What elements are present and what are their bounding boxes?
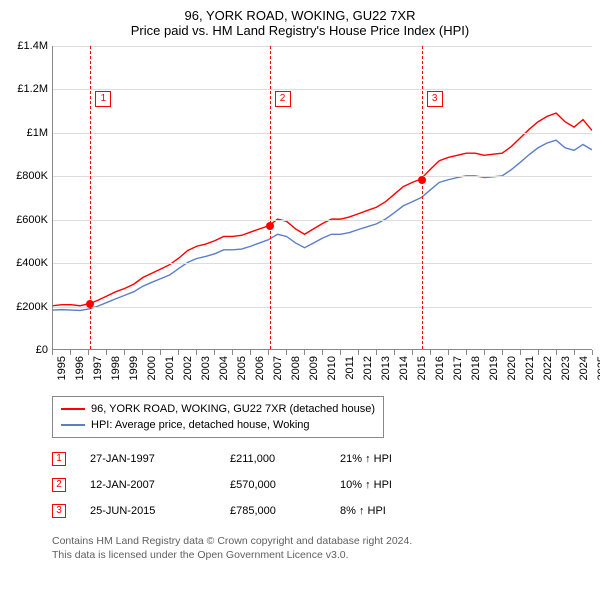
series-line xyxy=(53,140,592,310)
chart-title: 96, YORK ROAD, WOKING, GU22 7XR xyxy=(8,8,592,23)
x-axis-labels: 1995199619971998199920002001200220032004… xyxy=(52,350,592,386)
legend-item: 96, YORK ROAD, WOKING, GU22 7XR (detache… xyxy=(61,401,375,417)
sale-date: 12-JAN-2007 xyxy=(90,479,230,491)
sale-date: 27-JAN-1997 xyxy=(90,453,230,465)
sales-row: 2 12-JAN-2007£570,00010% ↑ HPI xyxy=(52,472,592,498)
legend-label: HPI: Average price, detached house, Woki… xyxy=(91,419,310,431)
sale-price: £570,000 xyxy=(230,479,340,491)
marker-vertical-line xyxy=(270,46,271,349)
y-axis-label: £0 xyxy=(8,344,48,356)
footer-line: This data is licensed under the Open Gov… xyxy=(52,548,592,562)
marker-vertical-line xyxy=(422,46,423,349)
sales-table: 1 27-JAN-1997£211,00021% ↑ HPI 2 12-JAN-200… xyxy=(52,446,592,524)
sales-row: 3 25-JUN-2015£785,0008% ↑ HPI xyxy=(52,498,592,524)
marker-dot xyxy=(86,300,94,308)
legend-item: HPI: Average price, detached house, Woki… xyxy=(61,417,375,433)
y-axis-label: £1.2M xyxy=(8,83,48,95)
marker-number-box: 1 xyxy=(95,91,111,107)
sale-date: 25-JUN-2015 xyxy=(90,505,230,517)
chart-subtitle: Price paid vs. HM Land Registry's House … xyxy=(8,23,592,38)
chart-area: 1 2 3 199519961997199819992000200120022003… xyxy=(8,46,592,386)
sale-price: £785,000 xyxy=(230,505,340,517)
plot-area: 1 2 3 xyxy=(52,46,592,350)
attribution-footer: Contains HM Land Registry data © Crown c… xyxy=(52,534,592,562)
line-chart-svg xyxy=(53,46,592,349)
footer-line: Contains HM Land Registry data © Crown c… xyxy=(52,534,592,548)
sale-hpi-delta: 21% ↑ HPI xyxy=(340,453,450,465)
sale-hpi-delta: 10% ↑ HPI xyxy=(340,479,450,491)
sale-marker-box: 3 xyxy=(52,504,66,518)
marker-dot xyxy=(418,176,426,184)
sale-marker-box: 1 xyxy=(52,452,66,466)
series-line xyxy=(53,113,592,306)
marker-number-box: 2 xyxy=(275,91,291,107)
x-axis-label: 2025 xyxy=(596,356,600,380)
y-axis-label: £400K xyxy=(8,257,48,269)
y-axis-label: £1M xyxy=(8,127,48,139)
legend-box: 96, YORK ROAD, WOKING, GU22 7XR (detache… xyxy=(52,396,384,438)
legend-label: 96, YORK ROAD, WOKING, GU22 7XR (detache… xyxy=(91,403,375,415)
sale-price: £211,000 xyxy=(230,453,340,465)
y-axis-label: £200K xyxy=(8,301,48,313)
sale-hpi-delta: 8% ↑ HPI xyxy=(340,505,450,517)
legend-swatch xyxy=(61,424,85,426)
legend-swatch xyxy=(61,408,85,410)
marker-number-box: 3 xyxy=(427,91,443,107)
marker-dot xyxy=(266,222,274,230)
y-axis-label: £600K xyxy=(8,214,48,226)
sale-marker-box: 2 xyxy=(52,478,66,492)
sales-row: 1 27-JAN-1997£211,00021% ↑ HPI xyxy=(52,446,592,472)
y-axis-label: £800K xyxy=(8,170,48,182)
y-axis-label: £1.4M xyxy=(8,40,48,52)
